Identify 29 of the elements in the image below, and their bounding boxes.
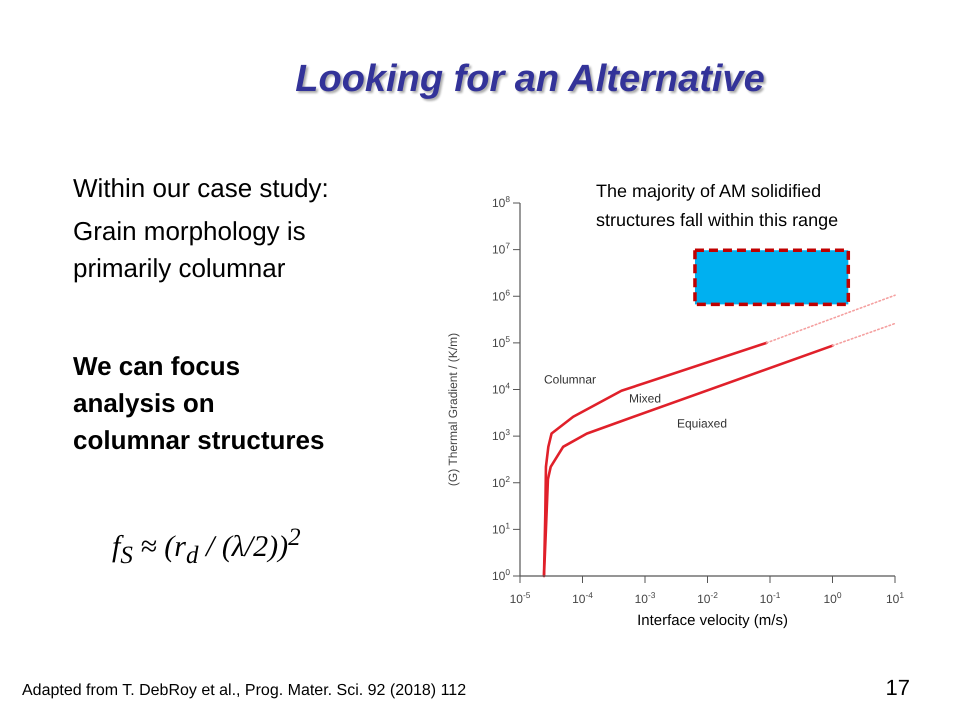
y-tick-label: 10$^{8}$ — [492, 194, 510, 210]
y-tick-label: 10$^{7}$ — [492, 240, 510, 257]
y-tick-label: 10$^{2}$ — [492, 474, 510, 490]
x-tick-label: 10$^{-1}$ — [760, 590, 781, 606]
annotation: Columnar — [544, 371, 596, 388]
x-tick-label: 10$^{-3}$ — [634, 590, 656, 606]
y-tick-label: 10$^{4}$ — [492, 380, 510, 396]
y-tick-label: 10$^{0}$ — [492, 567, 510, 583]
annotation: The majority of AM solidified structures fall within this range — [596, 180, 838, 232]
annotation: Equiaxed — [676, 415, 728, 432]
y-tick-label: 10$^{5}$ — [492, 334, 510, 350]
x-axis-title: Interface velocity (m/s) — [637, 612, 788, 629]
text: Grain morphology is primarily columnar — [73, 215, 306, 285]
x-tick-label: 10$^{0}$ — [823, 590, 842, 606]
y-tick-label: 10$^{6}$ — [492, 287, 510, 304]
x-tick-label: 10$^{-4}$ — [572, 590, 594, 606]
text: We can focus analysis on columnar structures — [73, 350, 324, 457]
annotation: Mixed — [628, 390, 662, 408]
x-tick-label: 10$^{1}$ — [886, 590, 904, 606]
text: 17 — [886, 674, 910, 702]
text: f$_{S}$ ≈ (r$_{d}$ / (λ/2))$^{2}$ — [112, 523, 301, 571]
text: Adapted from T. DebRoy et al., Prog. Mater. Sci. 92 (2018) 112 — [22, 681, 466, 701]
x-tick-label: 10$^{-2}$ — [697, 590, 718, 606]
y-axis-title: (G) Thermal Gradient / (K/m) — [446, 332, 460, 486]
y-tick-label: 10$^{1}$ — [492, 520, 510, 536]
x-tick-label: 10$^{-5}$ — [510, 590, 531, 606]
chart-title: Looking for an Alternative — [294, 58, 766, 101]
y-tick-label: 10$^{3}$ — [492, 427, 510, 444]
text: Within our case study: — [73, 172, 329, 205]
